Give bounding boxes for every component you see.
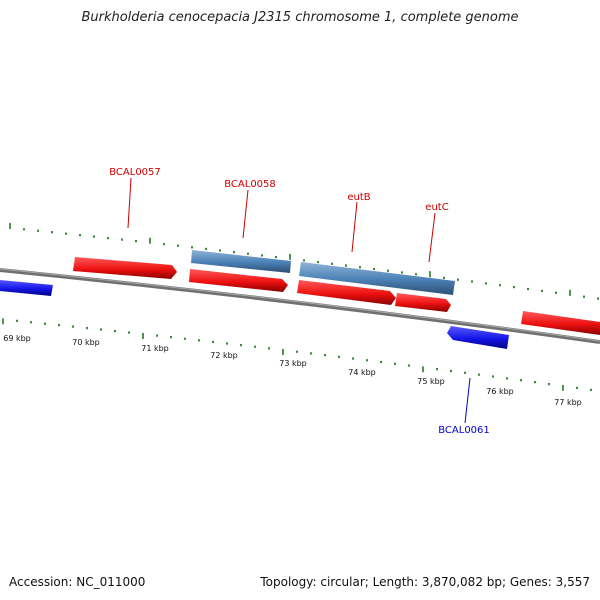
label-bcal0057[interactable]: BCAL0057 <box>109 167 161 178</box>
inner-tick-ring <box>2 318 592 391</box>
kbp-label: 71 kbp <box>141 344 169 353</box>
gene-bcal0058[interactable] <box>189 269 288 292</box>
backbone-line <box>0 268 600 344</box>
genome-stats-text: Topology: circular; Length: 3,870,082 bp… <box>260 575 590 589</box>
kbp-label: 76 kbp <box>486 387 514 396</box>
label-bcal0058[interactable]: BCAL0058 <box>224 179 276 190</box>
kbp-label: 69 kbp <box>3 334 31 343</box>
gene-eutc[interactable] <box>395 293 451 312</box>
kbp-label: 72 kbp <box>210 351 238 360</box>
kbp-label: 73 kbp <box>279 359 307 368</box>
label-bcal0061[interactable]: BCAL0061 <box>438 425 490 436</box>
accession-text: Accession: NC_011000 <box>9 575 146 589</box>
gene-bcal0056[interactable] <box>0 280 53 296</box>
gene-bcal0062[interactable] <box>521 311 600 335</box>
kbp-label: 75 kbp <box>417 377 445 386</box>
gene-eutb[interactable] <box>297 280 396 305</box>
outer-tick-ring <box>9 223 599 300</box>
gene-bcal0057[interactable] <box>73 257 177 279</box>
feature-bcal0058-rna[interactable] <box>191 250 291 273</box>
feature-eutb-rna[interactable] <box>299 262 455 295</box>
kbp-label: 77 kbp <box>554 398 582 407</box>
kbp-label: 74 kbp <box>348 368 376 377</box>
label-leaders <box>127 177 471 424</box>
kbp-labels: 69 kbp 70 kbp 71 kbp 72 kbp 73 kbp 74 kb… <box>3 334 582 407</box>
backbone-highlight <box>0 268 600 342</box>
kbp-label: 70 kbp <box>72 338 100 347</box>
map-title: Burkholderia cenocepacia J2315 chromosom… <box>81 10 519 25</box>
feature-track <box>0 250 600 349</box>
label-eutc[interactable]: eutC <box>425 202 448 213</box>
label-eutb[interactable]: eutB <box>347 192 370 203</box>
gene-bcal0061[interactable] <box>447 326 509 349</box>
